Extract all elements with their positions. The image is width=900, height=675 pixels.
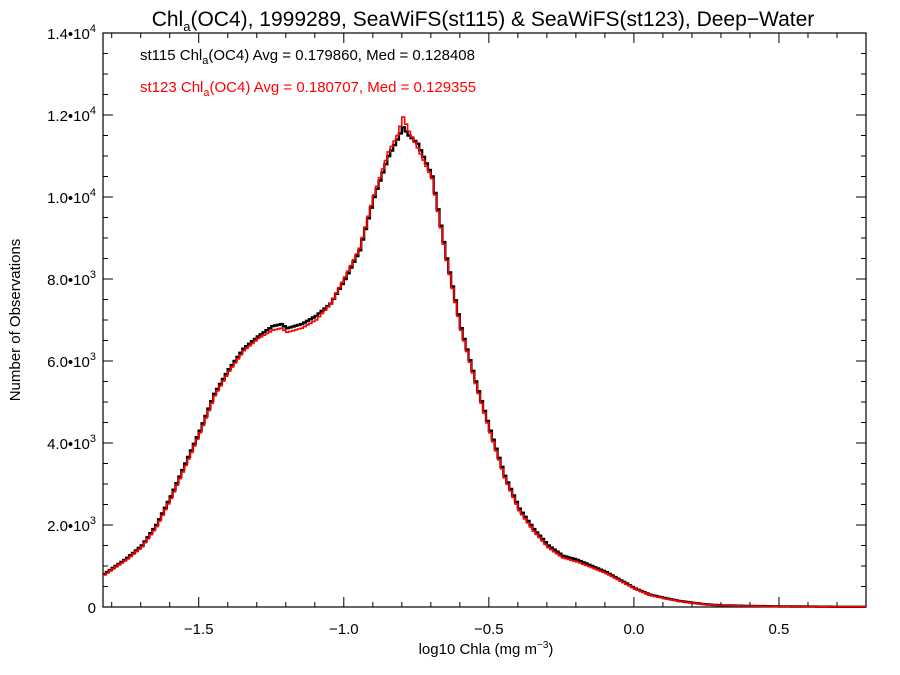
annotation-st115: st115 Chla(OC4) Avg = 0.179860, Med = 0.…	[140, 47, 475, 67]
series-line-1	[103, 116, 866, 608]
annotation-st123: st123 Chla(OC4) Avg = 0.180707, Med = 0.…	[140, 79, 476, 99]
y-tick-label: 1.2•104	[47, 105, 96, 125]
plot-frame	[102, 32, 867, 608]
x-tick-label: −1.0	[329, 621, 359, 638]
y-tick-label: 4.0•103	[47, 433, 96, 453]
chart-title: Chla(OC4), 1999289, SeaWiFS(st115) & Sea…	[152, 8, 815, 34]
x-tick-label: 0.0	[623, 621, 644, 638]
y-axis-label: Number of Observations	[7, 239, 24, 402]
axis-ticks	[103, 32, 867, 608]
y-tick-labels: 0 2.0•103 4.0•103 6.0•103 8.0•103 1.0•104 1.2•…	[47, 23, 96, 617]
y-tick-label: 8.0•103	[47, 269, 96, 289]
title-rest: (OC4), 1999289, SeaWiFS(st115) & SeaWiFS…	[190, 8, 814, 31]
y-tick-label: 0	[88, 600, 96, 617]
x-tick-label: −0.5	[474, 621, 504, 638]
y-tick-label: 1.0•104	[47, 187, 96, 207]
title-main: Chl	[152, 8, 184, 31]
x-tick-label: 0.5	[769, 621, 790, 638]
title-subscript: a	[183, 19, 191, 34]
x-axis-label: log10 Chla (mg m−3)	[419, 640, 554, 658]
y-tick-label: 6.0•103	[47, 351, 96, 371]
y-tick-label: 2.0•103	[47, 515, 96, 535]
series-line-0	[103, 126, 866, 608]
x-tick-label: −1.5	[184, 621, 214, 638]
y-tick-label: 1.4•104	[47, 23, 96, 43]
series-group	[103, 116, 866, 608]
x-tick-labels: −1.5 −1.0 −0.5 0.0 0.5	[184, 621, 789, 638]
